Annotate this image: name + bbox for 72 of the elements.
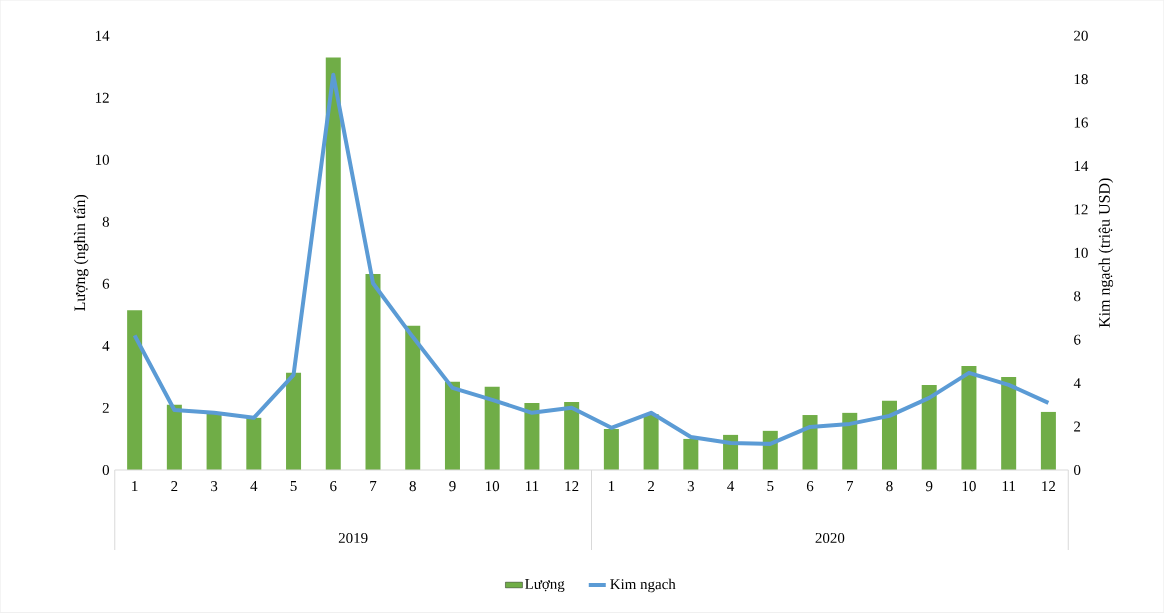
x-tick-label: 12 [1042,481,1056,492]
y2-tick-label: 18 [1074,74,1088,85]
bar [842,413,858,471]
bar [246,417,262,471]
x-tick-label: 7 [847,481,854,492]
bar [881,400,897,471]
x-tick-label: 1 [132,481,138,492]
bar [405,325,421,471]
y2-tick-label: 6 [1074,334,1081,345]
y-tick-label: 10 [95,154,110,165]
bar [643,414,659,471]
x-tick-label: 3 [211,481,218,492]
x-tick-label: 8 [409,481,416,492]
y2-tick-label: 16 [1074,117,1088,128]
y-tick-label: 8 [102,216,110,227]
bar [166,404,182,471]
y2-tick-label: 10 [1074,247,1088,258]
bar [365,274,381,471]
y2-axis-title: Kim ngạch (triệu USD) [1098,178,1114,328]
x-tick-label: 11 [1002,481,1015,492]
y-tick-label: 4 [102,341,110,351]
bar [603,429,619,471]
legend-label: Kim ngach [610,578,676,593]
x-tick-label: 5 [767,481,774,492]
text: 2019 [338,533,368,544]
bar [127,310,143,471]
bar [286,372,302,471]
y2-tick-label: 20 [1074,30,1088,41]
legend-label: Lượng [525,579,565,593]
bar [961,366,977,471]
x-tick-label: 7 [370,481,377,492]
y2-tick-label: 14 [1074,161,1089,172]
x-tick-label: 10 [962,481,976,492]
y-tick-label: 0 [102,465,110,476]
bar [1001,377,1017,471]
y2-tick-label: 12 [1074,204,1088,215]
y2-tick-label: 0 [1074,465,1081,476]
bar [683,439,699,471]
y-tick-label: 6 [102,278,110,289]
x-tick-label: 5 [290,481,297,492]
x-tick-label: 9 [925,481,933,492]
bar [921,385,937,471]
y-axis-title: Lượng (nghìn tấn) [73,195,89,312]
x-tick-label: 9 [449,481,456,492]
x-tick-label: 1 [608,481,615,492]
bar [325,57,341,471]
x-tick-label: 4 [727,481,735,492]
x-tick-label: 12 [565,481,579,492]
text: 2020 [815,533,845,544]
bar [524,403,540,471]
x-tick-label: 2 [648,481,655,492]
bar [1040,412,1056,471]
x-tick-label: 6 [806,481,814,492]
x-tick-label: 2 [171,481,178,492]
y2-tick-label: 8 [1074,291,1081,302]
bar [484,386,500,471]
bar [444,381,460,471]
bar [564,402,580,471]
bar [206,412,222,471]
x-tick-label: 11 [526,481,539,492]
x-tick-label: 8 [886,481,893,492]
y2-tick-label: 4 [1073,378,1081,389]
y2-tick-label: 2 [1074,421,1081,432]
x-tick-label: 10 [486,481,500,492]
x-tick-label: 3 [687,481,694,492]
y-tick-label: 12 [95,92,109,103]
y-tick-label: 2 [102,403,109,413]
line-series [132,72,1051,447]
x-tick-label: 4 [250,481,258,492]
bar [802,415,818,471]
x-tick-label: 6 [330,481,337,492]
y-tick-label: 14 [95,30,110,41]
